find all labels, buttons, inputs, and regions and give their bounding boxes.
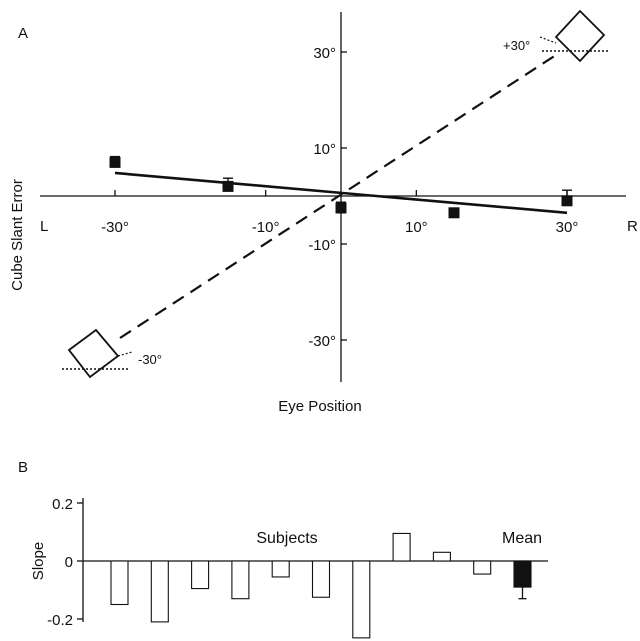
subject-bar — [191, 560, 210, 590]
y-tick-label: -10° — [308, 237, 336, 254]
panel-a-plot: -30° -10° 10° 30° 30° 10° -10° -30° — [40, 12, 626, 382]
subject-bar — [231, 560, 250, 600]
annotation-lower: -30° — [138, 352, 162, 367]
panel-a-ylabel: Cube Slant Error — [9, 179, 26, 291]
panel-b-y-tick-label: -0.2 — [47, 612, 73, 629]
panel-a-label: A — [18, 25, 28, 42]
panel-b-label: B — [18, 459, 28, 476]
data-point — [448, 207, 460, 219]
reference-line — [119, 54, 557, 339]
subject-bar — [150, 560, 169, 623]
cube-upper-glyph — [539, 9, 608, 63]
subject-bar — [271, 560, 290, 578]
x-tick-label: -10° — [252, 219, 280, 236]
annotation-upper: +30° — [503, 38, 530, 53]
annotation-subjects: Subjects — [256, 530, 317, 547]
subject-bar — [473, 560, 492, 575]
panel-b-y-tick-label: 0 — [65, 554, 73, 571]
panel-b-y-tick-label: 0.2 — [52, 496, 73, 513]
data-point — [109, 156, 121, 168]
x-tick-label: -30° — [101, 219, 129, 236]
subject-bar — [311, 560, 331, 598]
x-tick-label: 30° — [556, 219, 579, 236]
panel-b-plot: 0.2 0 -0.2 — [47, 496, 548, 639]
cube-lower-glyph — [62, 328, 133, 379]
x-tick-label: 10° — [405, 219, 428, 236]
mean-bar — [513, 560, 532, 588]
annotation-mean: Mean — [502, 530, 542, 547]
panel-a-xlabel: Eye Position — [278, 398, 361, 415]
data-point — [335, 202, 347, 214]
y-tick-label: -30° — [308, 333, 336, 350]
x-end-label-right: R — [627, 218, 638, 235]
subject-bar — [352, 560, 371, 639]
panel-b-ylabel: Slope — [30, 542, 47, 580]
subject-bar — [110, 560, 129, 606]
subject-bar — [392, 532, 411, 562]
y-tick-label: 30° — [313, 45, 336, 62]
y-tick-label: 10° — [313, 141, 336, 158]
data-point — [561, 195, 573, 207]
fit-line — [114, 171, 568, 215]
subject-bar — [432, 551, 451, 562]
x-end-label-left: L — [40, 218, 48, 235]
data-point — [222, 180, 234, 192]
